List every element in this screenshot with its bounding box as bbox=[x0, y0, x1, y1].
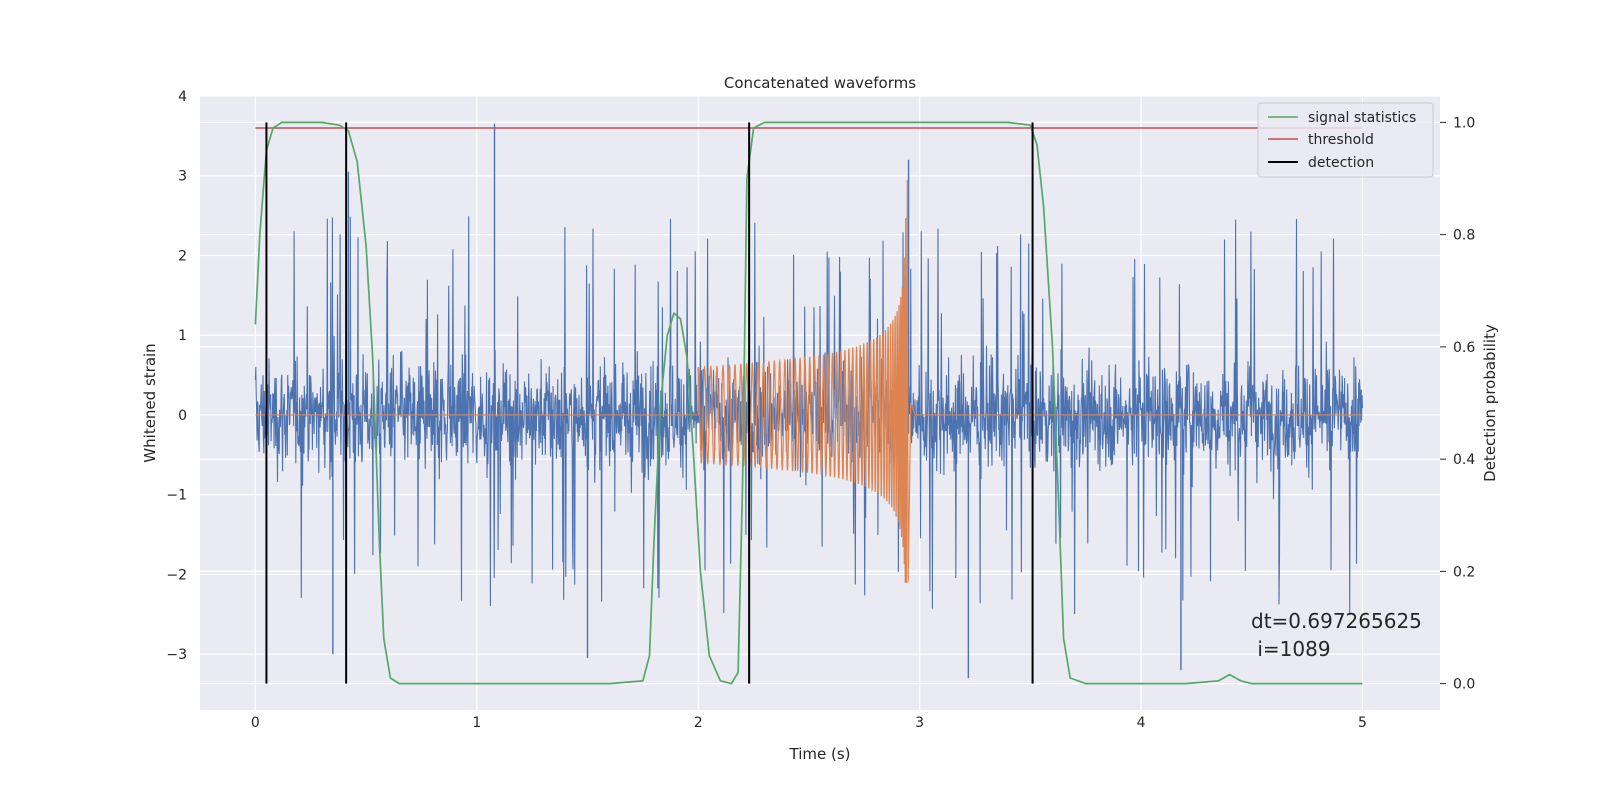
legend-label-detection: detection bbox=[1308, 155, 1374, 171]
y2-tick-label: 0.6 bbox=[1453, 340, 1475, 356]
annotation-dt: dt=0.697265625 bbox=[1251, 609, 1422, 633]
x-tick-label: 5 bbox=[1358, 715, 1367, 731]
x-tick-label: 4 bbox=[1137, 715, 1146, 731]
y-tick-label: −3 bbox=[166, 647, 187, 663]
y2-tick-label: 0.0 bbox=[1453, 677, 1475, 693]
annotation-index: i=1089 bbox=[1251, 637, 1331, 661]
y2-tick-label: 1.0 bbox=[1453, 115, 1475, 131]
y2-tick-label: 0.4 bbox=[1453, 452, 1475, 468]
signal-statistics-line bbox=[254, 121, 1363, 685]
x-tick-label: 0 bbox=[251, 715, 260, 731]
y-tick-label: 2 bbox=[178, 248, 187, 264]
y-tick-label: 0 bbox=[178, 408, 187, 424]
y-tick-label: −1 bbox=[166, 488, 187, 504]
y-tick-label: 4 bbox=[178, 89, 187, 105]
y2-tick-label: 0.2 bbox=[1453, 564, 1475, 580]
axes: 0 1 2 3 4 5 −3 −2 −1 0 1 2 3 4 0.0 0.2 0.4 0.6 0.8 1.0 bbox=[166, 89, 1475, 731]
y2-axis-label: Detection probability bbox=[1481, 324, 1499, 482]
legend-label-threshold: threshold bbox=[1308, 132, 1374, 148]
y2-tick-label: 0.8 bbox=[1453, 228, 1475, 244]
legend-label-signal-statistics: signal statistics bbox=[1308, 110, 1416, 126]
injected-signal-line bbox=[255, 179, 1363, 583]
x-axis-label: Time (s) bbox=[789, 745, 851, 763]
legend: signal statistics threshold detection bbox=[1257, 102, 1434, 178]
y-tick-label: 1 bbox=[178, 328, 187, 344]
chart-title: Concatenated waveforms bbox=[724, 74, 916, 92]
y-tick-label: 3 bbox=[178, 169, 187, 185]
x-tick-label: 1 bbox=[472, 715, 481, 731]
x-tick-label: 2 bbox=[694, 715, 703, 731]
y-tick-label: −2 bbox=[166, 567, 187, 583]
x-tick-label: 3 bbox=[915, 715, 924, 731]
y-axis-label: Whitened strain bbox=[141, 343, 159, 462]
legend-box bbox=[1257, 102, 1434, 178]
series bbox=[254, 121, 1364, 685]
